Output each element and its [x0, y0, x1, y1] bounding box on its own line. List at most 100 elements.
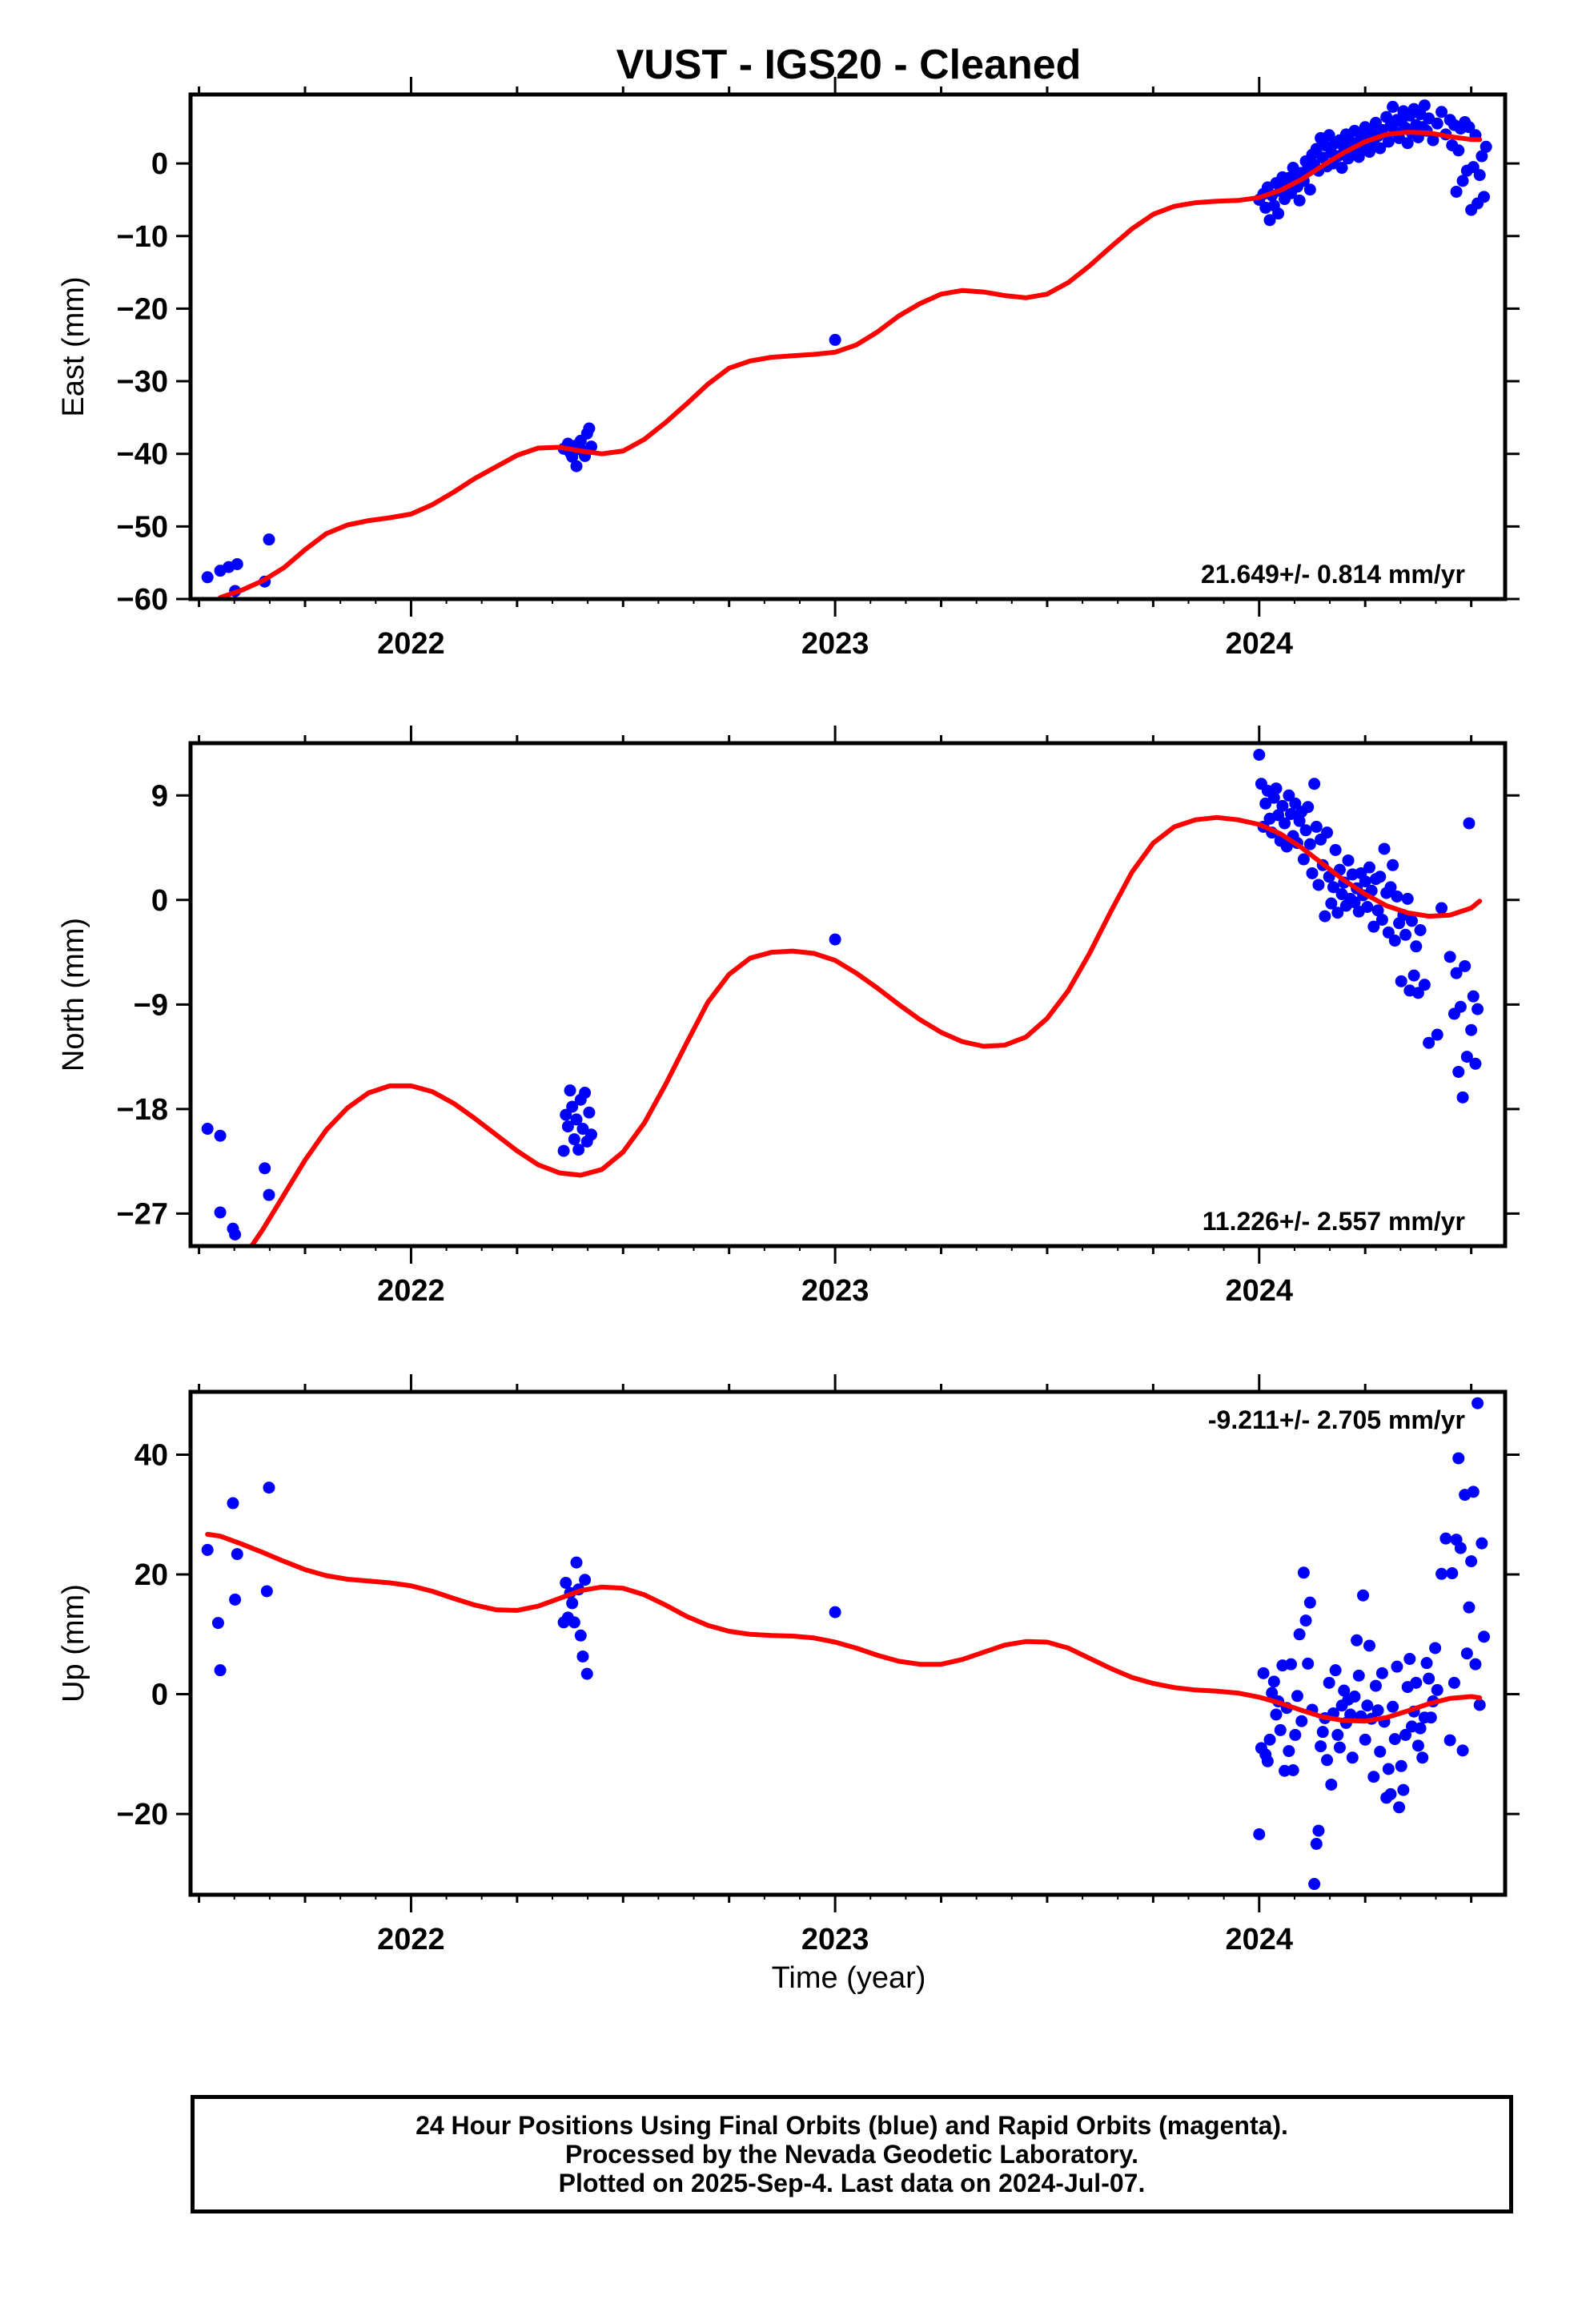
chart-title: VUST - IGS20 - Cleaned [616, 42, 1082, 88]
north-data-point [1399, 928, 1412, 941]
north-data-point [1411, 987, 1424, 999]
up-data-point [1299, 1614, 1312, 1627]
up-data-point [231, 1548, 243, 1561]
east-data-point [1431, 117, 1443, 130]
east-data-point [583, 422, 596, 435]
up-data-point [1410, 1676, 1423, 1689]
north-data-point [1267, 791, 1280, 804]
east-y-tick-label: −30 [117, 365, 168, 399]
north-data-point [263, 1188, 275, 1201]
north-data-point [1469, 1057, 1482, 1070]
up-data-point [201, 1543, 214, 1556]
up-data-point [1312, 1824, 1325, 1837]
north-data-point [1382, 926, 1395, 939]
up-data-point [1393, 1801, 1406, 1814]
north-data-point [572, 1144, 585, 1156]
up-data-point [1367, 1771, 1380, 1783]
up-data-point [214, 1664, 227, 1677]
up-y-axis-label: Up (mm) [57, 1584, 90, 1703]
up-data-point [1424, 1711, 1437, 1724]
up-data-point [1325, 1778, 1338, 1791]
footer-line-3: Plotted on 2025-Sep-4. Last data on 2024… [558, 2169, 1146, 2197]
north-data-point [560, 1108, 572, 1121]
east-y-tick-label: −60 [117, 583, 168, 617]
north-data-point [1306, 866, 1319, 879]
north-data-point [1289, 797, 1302, 810]
north-data-point [1443, 951, 1456, 963]
up-data-point [570, 1556, 583, 1569]
up-data-point [1297, 1566, 1310, 1579]
east-y-tick-label: −20 [117, 292, 168, 326]
north-data-point [1401, 892, 1414, 905]
north-data-point [1414, 924, 1427, 937]
north-data-point [1378, 842, 1391, 855]
up-data-point [1403, 1652, 1416, 1665]
up-data-point [1447, 1676, 1460, 1689]
up-data-point [576, 1650, 589, 1663]
north-data-point [1454, 1000, 1467, 1013]
east-data-point [829, 333, 841, 346]
up-data-point [1352, 1669, 1365, 1682]
north-data-point [1450, 967, 1463, 979]
north-data-point [1361, 900, 1374, 913]
north-data-point [829, 933, 841, 946]
north-data-point [1405, 915, 1418, 927]
north-data-point [1371, 904, 1384, 917]
up-data-point [1388, 1733, 1401, 1746]
up-data-point [1387, 1700, 1399, 1713]
north-data-point [1387, 858, 1399, 871]
north-data-point [1423, 1036, 1435, 1049]
up-data-point [1454, 1542, 1467, 1554]
north-data-point [1384, 881, 1397, 894]
up-data-point [260, 1585, 273, 1598]
north-y-tick-label: 9 [151, 779, 168, 813]
east-data-point [570, 460, 583, 472]
up-rate-label: -9.211+/- 2.705 mm/yr [1208, 1405, 1465, 1434]
up-data-point [1348, 1691, 1361, 1703]
up-data-point [1431, 1683, 1443, 1696]
up-data-point [227, 1497, 239, 1510]
up-data-point [1344, 1708, 1357, 1721]
north-data-point [1280, 840, 1293, 853]
north-data-point [201, 1123, 214, 1136]
east-data-point [1463, 121, 1476, 134]
up-data-point [1295, 1715, 1308, 1727]
north-data-point [1308, 778, 1321, 790]
north-data-point [1293, 814, 1306, 827]
north-data-point [259, 1162, 271, 1175]
up-data-point [1371, 1704, 1384, 1717]
north-data-point [1297, 853, 1310, 866]
east-data-point [1263, 214, 1276, 227]
east-y-tick-label: −50 [117, 510, 168, 544]
up-data-point [1384, 1787, 1397, 1800]
north-data-point [1348, 896, 1361, 909]
up-x-tick-label-2022: 2022 [377, 1923, 445, 1956]
up-data-point [580, 1667, 593, 1680]
north-data-point [1459, 959, 1472, 972]
up-y-tick-label: 0 [151, 1679, 168, 1712]
up-y-tick-label: 40 [135, 1439, 168, 1473]
up-data-point [1443, 1734, 1456, 1747]
up-data-point [1423, 1672, 1435, 1685]
up-data-layer [201, 1397, 1491, 1891]
up-data-point [1463, 1601, 1476, 1614]
north-y-tick-label: 0 [151, 884, 168, 918]
up-y-tick-label: −20 [117, 1798, 168, 1831]
east-fit-curve [218, 130, 1483, 599]
east-data-point [1272, 207, 1285, 220]
north-x-tick-label-2024: 2024 [1226, 1274, 1294, 1308]
footer-caption-box: 24 Hour Positions Using Final Orbits (bl… [191, 2095, 1513, 2213]
up-data-point [1452, 1452, 1465, 1465]
north-data-point [1463, 817, 1476, 830]
north-y-tick-label: −18 [117, 1093, 168, 1127]
up-data-point [1446, 1567, 1459, 1580]
east-data-point [231, 557, 243, 570]
up-data-point [1270, 1708, 1283, 1721]
east-y-tick-label: 0 [151, 147, 168, 181]
up-data-point [1285, 1658, 1298, 1671]
up-data-point [1310, 1837, 1323, 1850]
east-data-point [201, 571, 214, 584]
north-data-point [579, 1087, 592, 1100]
east-y-axis-label: East (mm) [57, 276, 90, 416]
north-data-point [1452, 1065, 1465, 1078]
